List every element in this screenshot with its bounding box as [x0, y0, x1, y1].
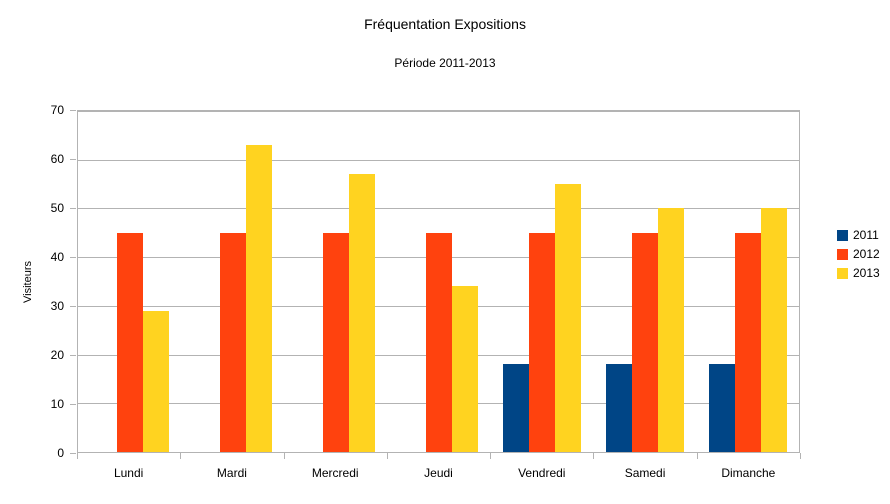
bar-2013-lundi: [142, 310, 169, 452]
x-category-label-mardi: Mardi: [216, 466, 247, 480]
y-tick-label: 30: [50, 299, 64, 313]
chart-subtitle: Période 2011-2013: [394, 56, 496, 70]
x-category-label-lundi: Lundi: [113, 466, 144, 480]
x-category-label-jeudi: Jeudi: [424, 466, 453, 480]
x-tick-mark: [696, 453, 698, 459]
legend-item-2013: 2013: [837, 267, 880, 279]
legend-item-2012: 2012: [837, 248, 880, 260]
y-tick-mark: [70, 453, 76, 454]
bar-2011-vendredi: [502, 364, 529, 452]
bar-2013-dimanche: [760, 208, 787, 452]
y-tick-label: 50: [50, 201, 64, 215]
legend: 2011 2012 2013: [837, 229, 880, 279]
x-category-label-vendredi: Vendredi: [518, 466, 566, 480]
bar-2012-dimanche: [734, 232, 761, 452]
legend-label-2013: 2013: [853, 266, 880, 280]
bar-group-lundi: [78, 111, 181, 452]
bar-2012-lundi: [116, 232, 143, 452]
x-tick-mark: [386, 453, 388, 459]
legend-swatch-2011: [837, 229, 848, 241]
bar-2012-jeudi: [425, 232, 452, 452]
legend-label-2012: 2012: [853, 247, 880, 261]
bar-2012-vendredi: [528, 232, 555, 452]
bar-group-mercredi: [284, 111, 387, 452]
gridline: [78, 111, 799, 112]
bar-2013-mercredi: [348, 174, 375, 452]
y-tick-label: 0: [57, 446, 64, 460]
y-tick-label: 10: [50, 397, 64, 411]
bar-2011-samedi: [605, 364, 632, 452]
x-axis-ticks: [77, 452, 801, 459]
plot-area: [77, 110, 800, 453]
bar-2013-jeudi: [451, 286, 478, 452]
y-tick-label: 20: [50, 348, 64, 362]
bar-2012-samedi: [631, 232, 658, 452]
legend-swatch-2013: [837, 267, 848, 279]
bar-group-samedi: [593, 111, 696, 452]
y-tick-label: 70: [50, 103, 64, 117]
x-tick-mark: [593, 453, 595, 459]
bar-group-dimanche: [696, 111, 799, 452]
gridline: [78, 208, 799, 210]
x-category-label-mercredi: Mercredi: [311, 466, 359, 480]
x-tick-mark: [180, 453, 182, 459]
chart-title: Fréquentation Expositions: [364, 16, 526, 32]
y-tick-mark: [70, 257, 76, 258]
y-tick-label: 60: [50, 152, 64, 166]
legend-item-2011: 2011: [837, 229, 880, 241]
bar-group-mardi: [181, 111, 284, 452]
bar-2013-samedi: [657, 208, 684, 452]
y-tick-mark: [70, 355, 76, 356]
bar-2012-mercredi: [322, 232, 349, 452]
legend-label-2011: 2011: [853, 228, 879, 242]
bar-2012-mardi: [219, 232, 246, 452]
y-tick-mark: [70, 110, 76, 111]
y-axis: 0 10 20 30 40 50 60 70: [0, 103, 77, 460]
bar-2011-dimanche: [708, 364, 735, 452]
bar-group-jeudi: [387, 111, 490, 452]
x-category-label-samedi: Samedi: [624, 466, 666, 480]
y-tick-mark: [70, 404, 76, 405]
bar-groups: [78, 111, 799, 452]
bar-2013-vendredi: [554, 184, 581, 452]
y-tick-mark: [70, 208, 76, 209]
bar-group-vendredi: [490, 111, 593, 452]
x-tick-mark: [283, 453, 285, 459]
x-tick-mark: [77, 453, 78, 459]
x-category-label-dimanche: Dimanche: [721, 466, 776, 480]
x-axis-labels: Lundi Mardi Mercredi Jeudi Vendredi Samedi Dim…: [77, 465, 800, 481]
y-tick-label: 40: [50, 250, 64, 264]
gridline: [78, 159, 799, 161]
bar-2013-mardi: [245, 145, 272, 452]
x-tick-mark: [800, 453, 801, 459]
y-tick-mark: [70, 159, 76, 160]
y-tick-mark: [70, 306, 76, 307]
legend-swatch-2012: [837, 248, 848, 260]
x-tick-mark: [490, 453, 492, 459]
